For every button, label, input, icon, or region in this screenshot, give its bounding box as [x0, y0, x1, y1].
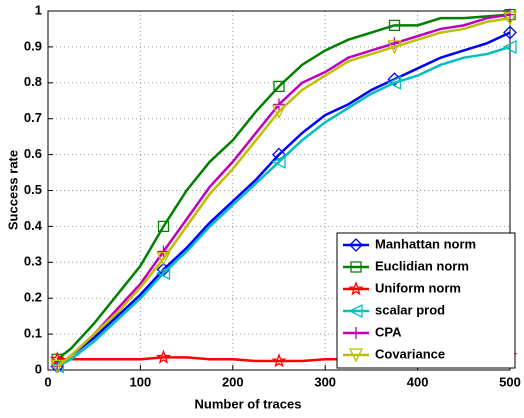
marker: [349, 238, 363, 252]
marker: [50, 359, 65, 374]
marker: [350, 261, 362, 273]
x-tick-label: 200: [222, 374, 244, 389]
marker: [271, 154, 286, 169]
y-tick-label: 0.9: [24, 38, 42, 53]
marker: [348, 281, 364, 296]
marker: [348, 348, 364, 363]
marker: [271, 353, 287, 368]
marker: [387, 75, 402, 90]
marker: [350, 327, 362, 339]
marker: [157, 220, 170, 233]
y-tick-label: 1: [35, 2, 42, 17]
series-line: [56, 16, 511, 368]
legend-label: Euclidian norm: [375, 258, 469, 273]
legend: [336, 232, 516, 369]
plot-frame: [47, 10, 511, 371]
x-tick-label: 500: [499, 374, 521, 389]
y-tick-label: 0.4: [24, 218, 43, 233]
marker: [156, 266, 171, 281]
legend-label: Uniform norm: [375, 280, 461, 295]
marker: [156, 349, 171, 364]
y-tick-label: 0.2: [24, 290, 42, 305]
marker: [502, 11, 518, 26]
y-tick-label: 0.5: [24, 182, 42, 197]
marker: [387, 40, 402, 55]
x-axis-label: Number of traces: [195, 396, 302, 411]
marker: [156, 252, 171, 267]
legend-label: scalar prod: [375, 302, 445, 317]
y-tick-label: 0.8: [24, 74, 42, 89]
marker: [273, 98, 285, 111]
y-tick-label: 0: [35, 361, 42, 376]
x-tick-label: 300: [314, 374, 336, 389]
x-tick-label: 100: [130, 374, 152, 389]
y-tick-label: 0.6: [24, 146, 42, 161]
marker: [273, 80, 285, 93]
marker: [502, 39, 517, 54]
marker: [503, 25, 517, 40]
y-axis-label: Success rate: [5, 150, 20, 230]
legend-label: Covariance: [375, 346, 445, 361]
marker: [348, 303, 363, 319]
series-line: [56, 13, 511, 361]
x-tick-label: 400: [407, 374, 429, 389]
x-tick-label: 0: [44, 374, 51, 389]
y-tick-label: 0.7: [24, 110, 42, 125]
legend-label: Manhattan norm: [375, 236, 476, 251]
legend-label: CPA: [375, 324, 402, 339]
series-line: [56, 31, 511, 368]
series-line: [56, 45, 511, 368]
marker: [388, 19, 401, 32]
y-tick-label: 0.3: [24, 254, 42, 269]
marker: [271, 104, 287, 119]
y-tick-label: 0.1: [24, 326, 42, 341]
